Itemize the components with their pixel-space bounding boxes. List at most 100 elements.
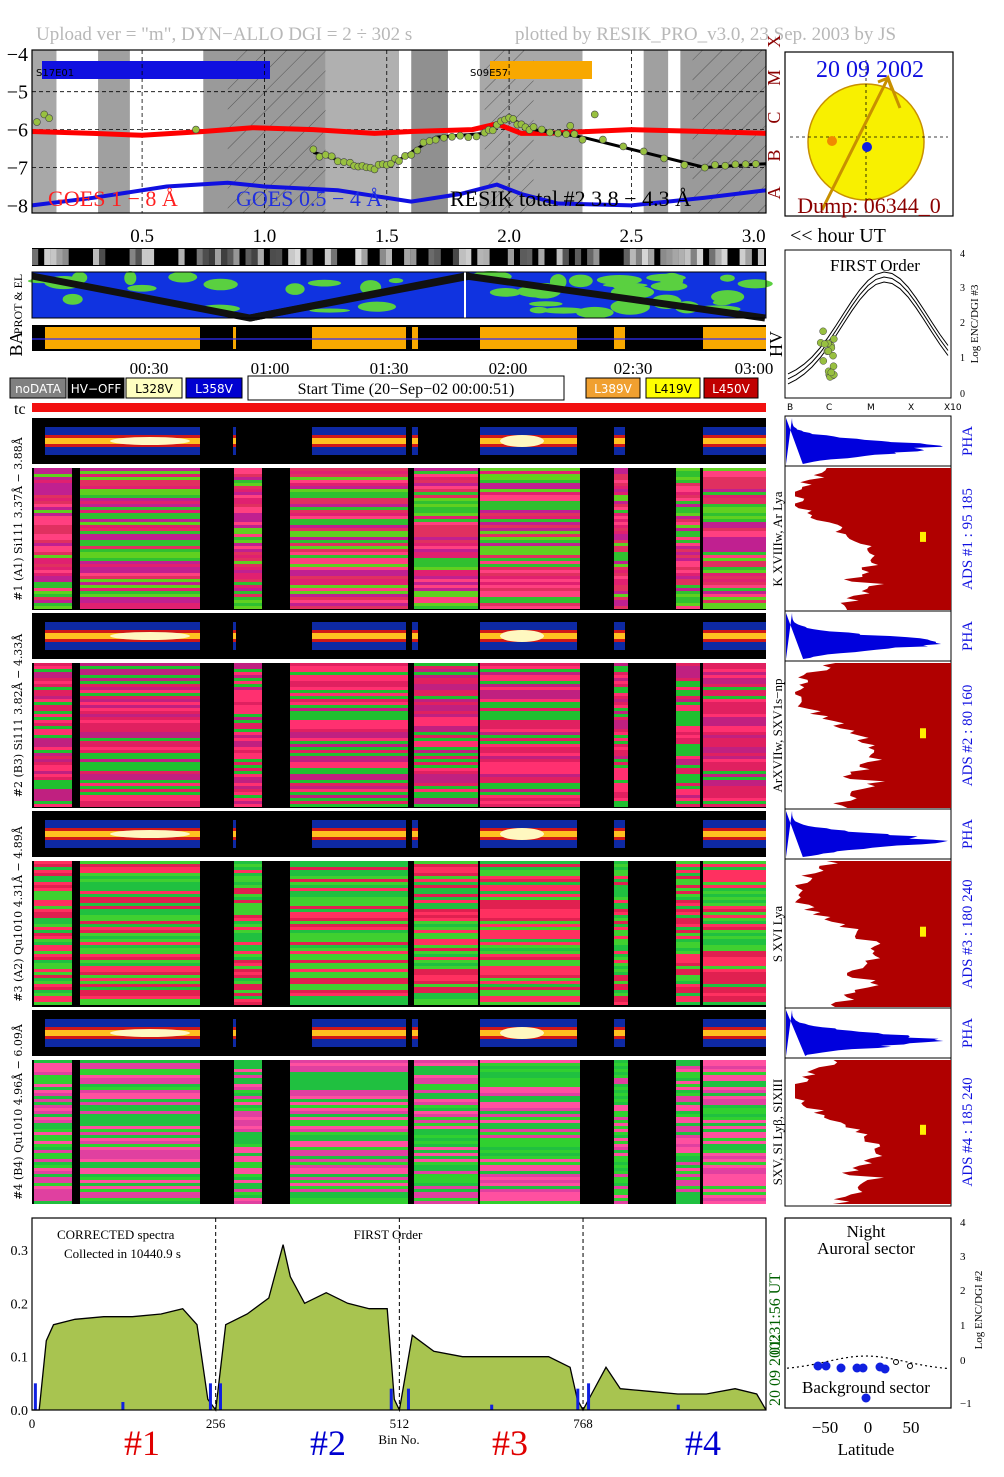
ads-row <box>234 933 262 936</box>
ads-row <box>290 585 408 588</box>
ads-row <box>80 1123 200 1126</box>
ads-row <box>414 1147 478 1150</box>
latitude-bottom: Background sector <box>802 1378 930 1397</box>
ads-row <box>414 864 478 867</box>
ads-row <box>34 690 72 693</box>
ads-row <box>414 936 478 939</box>
ads-row <box>614 783 628 786</box>
ads-row <box>703 933 766 936</box>
ads-row <box>480 903 580 906</box>
ads-row <box>480 690 580 693</box>
spectrum-note1: CORRECTED spectra <box>57 1227 175 1242</box>
ads-row <box>34 1159 72 1162</box>
ads-row <box>676 1141 700 1144</box>
ads-row <box>676 1135 700 1138</box>
ads-row <box>290 864 408 867</box>
ads-row <box>614 1069 628 1072</box>
pha-band-core <box>312 633 406 639</box>
ads-row <box>480 666 580 669</box>
ads-row <box>703 681 766 684</box>
ads-row <box>234 471 262 474</box>
ads-row <box>414 738 478 741</box>
ads-row <box>234 519 262 522</box>
ads-row <box>34 1066 72 1069</box>
ads-row <box>80 696 200 699</box>
ads-row <box>234 864 262 867</box>
ads-row <box>34 993 72 996</box>
ads-row <box>703 543 766 546</box>
ads-row <box>480 1198 580 1201</box>
ads-row <box>234 576 262 579</box>
ads-row <box>34 771 72 774</box>
ads-row <box>676 951 700 954</box>
ads-row <box>703 474 766 477</box>
ads-row <box>414 906 478 909</box>
ads-row <box>234 798 262 801</box>
ads-row <box>614 477 628 480</box>
ads-row <box>414 699 478 702</box>
goes-ytick: −6 <box>7 120 28 142</box>
ads-row <box>34 681 72 684</box>
legend-hv-box-0 <box>585 377 641 399</box>
ads-row <box>414 510 478 513</box>
ads-row <box>34 1195 72 1198</box>
ads-row <box>676 963 700 966</box>
ads-row <box>414 999 478 1002</box>
ads-row <box>614 1099 628 1102</box>
resik-point <box>395 157 403 165</box>
latitude-point-7 <box>861 1393 871 1403</box>
ads-row <box>234 498 262 501</box>
ads-row <box>614 729 628 732</box>
latitude-xtick: −50 <box>812 1418 839 1437</box>
resik-point <box>472 132 481 141</box>
ads-row <box>703 1183 766 1186</box>
ads-row <box>703 1002 766 1005</box>
ads-row <box>614 774 628 777</box>
ads-row <box>80 762 200 765</box>
ads-row <box>614 531 628 534</box>
goes-series-0 <box>31 121 767 138</box>
ads-row <box>34 801 72 804</box>
ads-row <box>703 930 766 933</box>
ads-row <box>290 1174 408 1177</box>
ads-row <box>234 738 262 741</box>
ads-row <box>34 780 72 783</box>
ads-row <box>676 573 700 576</box>
hv-on-segment-3 <box>412 327 418 349</box>
ads-row <box>290 687 408 690</box>
ads-row <box>290 963 408 966</box>
ads-row <box>480 885 580 888</box>
ads-row <box>34 1111 72 1114</box>
ads-row <box>234 468 262 471</box>
ads-row <box>234 531 262 534</box>
ads-row <box>290 789 408 792</box>
ads-row <box>414 912 478 915</box>
resik-point <box>488 126 497 135</box>
ads-row <box>480 582 580 585</box>
ads-row <box>290 738 408 741</box>
legend-box-2 <box>125 377 183 399</box>
ads-row <box>480 471 580 474</box>
ads-row <box>676 1072 700 1075</box>
ads-label-2: ADS #3 : 180 240 <box>960 879 976 988</box>
ads-row <box>480 891 580 894</box>
resik-point <box>639 147 648 156</box>
ads-row <box>414 774 478 777</box>
ads-row <box>80 1129 200 1132</box>
first-order-point <box>829 351 837 360</box>
ads-row <box>290 1156 408 1159</box>
ads-row <box>290 477 408 480</box>
ads-row <box>614 1129 628 1132</box>
ads-row <box>290 795 408 798</box>
ads-row <box>34 582 72 585</box>
ads-row <box>234 1183 262 1186</box>
ads-row <box>80 603 200 606</box>
ads-row <box>676 1117 700 1120</box>
ads-row <box>234 504 262 507</box>
ads-row <box>676 1060 700 1063</box>
ads-row <box>80 546 200 549</box>
ads-row <box>703 1186 766 1189</box>
ads-row <box>234 1138 262 1141</box>
ads-row <box>290 1120 408 1123</box>
